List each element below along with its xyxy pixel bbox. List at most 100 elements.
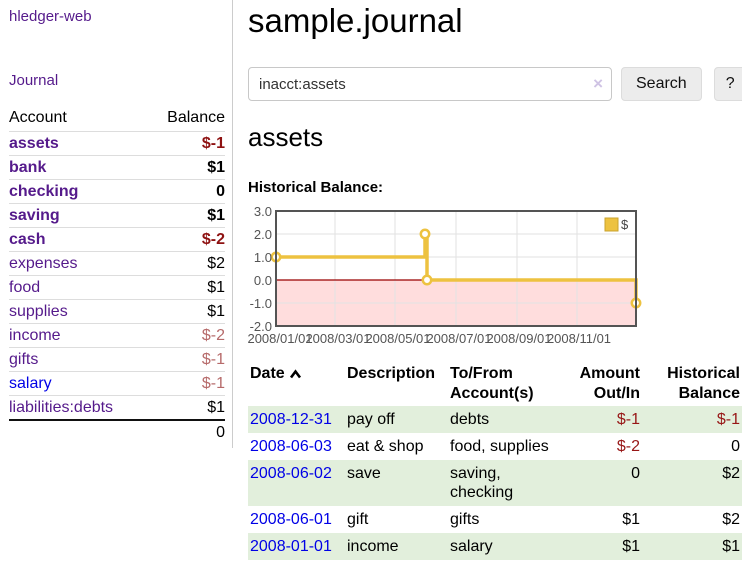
transaction-balance: $1: [722, 538, 740, 555]
account-balance: $-1: [147, 371, 225, 396]
svg-text:-2.0: -2.0: [250, 319, 272, 334]
account-link-bank[interactable]: bank: [9, 159, 47, 176]
register-header-description: Description: [347, 365, 436, 382]
transaction-accounts: food, supplies: [450, 438, 549, 455]
transaction-date-link[interactable]: 2008-01-01: [250, 538, 332, 555]
register-row: 2008-01-01 income salary $1 $1: [248, 533, 742, 560]
svg-text:-1.0: -1.0: [250, 296, 272, 311]
account-row: supplies $1: [9, 299, 225, 324]
svg-text:3.0: 3.0: [254, 204, 272, 219]
clear-search-icon[interactable]: ×: [593, 74, 603, 93]
search-input[interactable]: [248, 67, 612, 101]
account-link-supplies[interactable]: supplies: [9, 303, 68, 320]
register-row: 2008-06-01 gift gifts $1 $2: [248, 506, 742, 533]
account-link-food[interactable]: food: [9, 279, 41, 296]
account-heading: assets: [248, 122, 324, 152]
help-button[interactable]: ?: [713, 67, 742, 101]
register-header-date[interactable]: Date: [248, 362, 345, 406]
transaction-balance: $2: [722, 465, 740, 482]
balance-chart[interactable]: $ 3.0 2.0 1.0 0.0 -1.0 -2.0 2008/01/01 2…: [247, 204, 742, 356]
register-header-row: Date Description To/From Account(s) Amou…: [248, 362, 742, 406]
account-link-checking[interactable]: checking: [9, 183, 79, 200]
accounts-header-account: Account: [9, 106, 148, 132]
account-row: gifts $-1: [9, 347, 225, 372]
svg-text:2.0: 2.0: [254, 227, 272, 242]
chart-x-axis: 2008/01/01 2008/03/01 2008/05/01 2008/07…: [247, 331, 611, 346]
sidebar: hledger-web Journal Account Balance asse…: [0, 0, 233, 448]
transaction-date-link[interactable]: 2008-06-02: [250, 465, 332, 482]
sort-ascending-icon: [289, 369, 301, 379]
account-row: salary $-1: [9, 371, 225, 396]
svg-text:1.0: 1.0: [254, 250, 272, 265]
accounts-table: Account Balance assets $-1 bank $1 check…: [9, 106, 225, 444]
sidebar-item-journal[interactable]: Journal: [9, 72, 59, 89]
account-link-income[interactable]: income: [9, 327, 61, 344]
legend-swatch: [604, 217, 619, 232]
svg-text:2008/09/01: 2008/09/01: [486, 331, 551, 346]
account-balance: $1: [147, 299, 225, 324]
account-balance: $2: [147, 251, 225, 276]
account-row: food $1: [9, 275, 225, 300]
transaction-amount: 0: [631, 465, 640, 482]
transaction-description: eat & shop: [347, 438, 424, 455]
svg-text:0.0: 0.0: [254, 273, 272, 288]
register-row: 2008-06-02 save saving, checking 0 $2: [248, 460, 742, 506]
transaction-balance: 0: [731, 438, 740, 455]
search-button[interactable]: Search: [621, 67, 702, 101]
app-title-link[interactable]: hledger-web: [9, 8, 92, 25]
transaction-date-link[interactable]: 2008-12-31: [250, 411, 332, 428]
chart-legend: $: [604, 217, 629, 232]
account-balance: $-1: [201, 135, 225, 152]
register-header-amount: Amount Out/In: [579, 365, 640, 402]
transaction-balance: $2: [722, 511, 740, 528]
account-link-assets[interactable]: assets: [9, 135, 59, 152]
chart-title: Historical Balance:: [248, 179, 384, 196]
register-header-account: To/From Account(s): [450, 365, 534, 402]
accounts-total-value: 0: [147, 419, 225, 444]
transaction-description: save: [347, 465, 381, 482]
svg-text:2008/11/01: 2008/11/01: [547, 331, 611, 346]
transaction-amount: $1: [622, 538, 640, 555]
account-row: liabilities:debts $1: [9, 395, 225, 420]
transaction-amount: $-1: [616, 411, 640, 428]
account-row: bank $1: [9, 155, 225, 180]
transaction-description: income: [347, 538, 399, 555]
transaction-accounts: debts: [450, 411, 490, 428]
register-row: 2008-12-31 pay off debts $-1 $-1: [248, 406, 742, 433]
transaction-description: gift: [347, 511, 369, 528]
account-link-salary[interactable]: salary: [9, 375, 52, 392]
svg-text:2008/05/01: 2008/05/01: [365, 331, 430, 346]
account-link-saving[interactable]: saving: [9, 207, 60, 224]
chart-border: [275, 210, 637, 327]
transaction-date-link[interactable]: 2008-06-03: [250, 438, 332, 455]
account-row: checking 0: [9, 179, 225, 204]
svg-text:2008/01/01: 2008/01/01: [247, 331, 312, 346]
account-row: expenses $2: [9, 251, 225, 276]
transaction-amount: $1: [622, 511, 640, 528]
register-table: Date Description To/From Account(s) Amou…: [248, 362, 742, 560]
transaction-amount: $-2: [616, 438, 640, 455]
account-row: income $-2: [9, 323, 225, 348]
transaction-accounts: saving, checking: [450, 465, 514, 501]
accounts-header-balance: Balance: [147, 106, 225, 132]
accounts-header-row: Account Balance: [9, 106, 225, 132]
chart-y-axis: 3.0 2.0 1.0 0.0 -1.0 -2.0: [250, 204, 272, 334]
page: hledger-web Journal Account Balance asse…: [0, 0, 742, 560]
account-link-cash[interactable]: cash: [9, 231, 46, 248]
transaction-description: pay off: [347, 411, 395, 428]
account-link-liabilities-debts[interactable]: liabilities:debts: [9, 399, 114, 416]
svg-text:2008/07/01: 2008/07/01: [426, 331, 491, 346]
transaction-date-link[interactable]: 2008-06-01: [250, 511, 332, 528]
register-header-balance: Historical Balance: [667, 365, 740, 402]
account-balance: $-1: [147, 347, 225, 372]
account-link-gifts[interactable]: gifts: [9, 351, 39, 368]
account-balance: $1: [147, 203, 225, 228]
account-balance: $1: [147, 395, 225, 420]
transaction-accounts: gifts: [450, 511, 480, 528]
legend-label: $: [621, 217, 629, 232]
account-link-expenses[interactable]: expenses: [9, 255, 78, 272]
account-row: assets $-1: [9, 132, 225, 156]
register-row: 2008-06-03 eat & shop food, supplies $-2…: [248, 433, 742, 460]
transaction-balance: $-1: [716, 411, 740, 428]
account-row: cash $-2: [9, 227, 225, 252]
